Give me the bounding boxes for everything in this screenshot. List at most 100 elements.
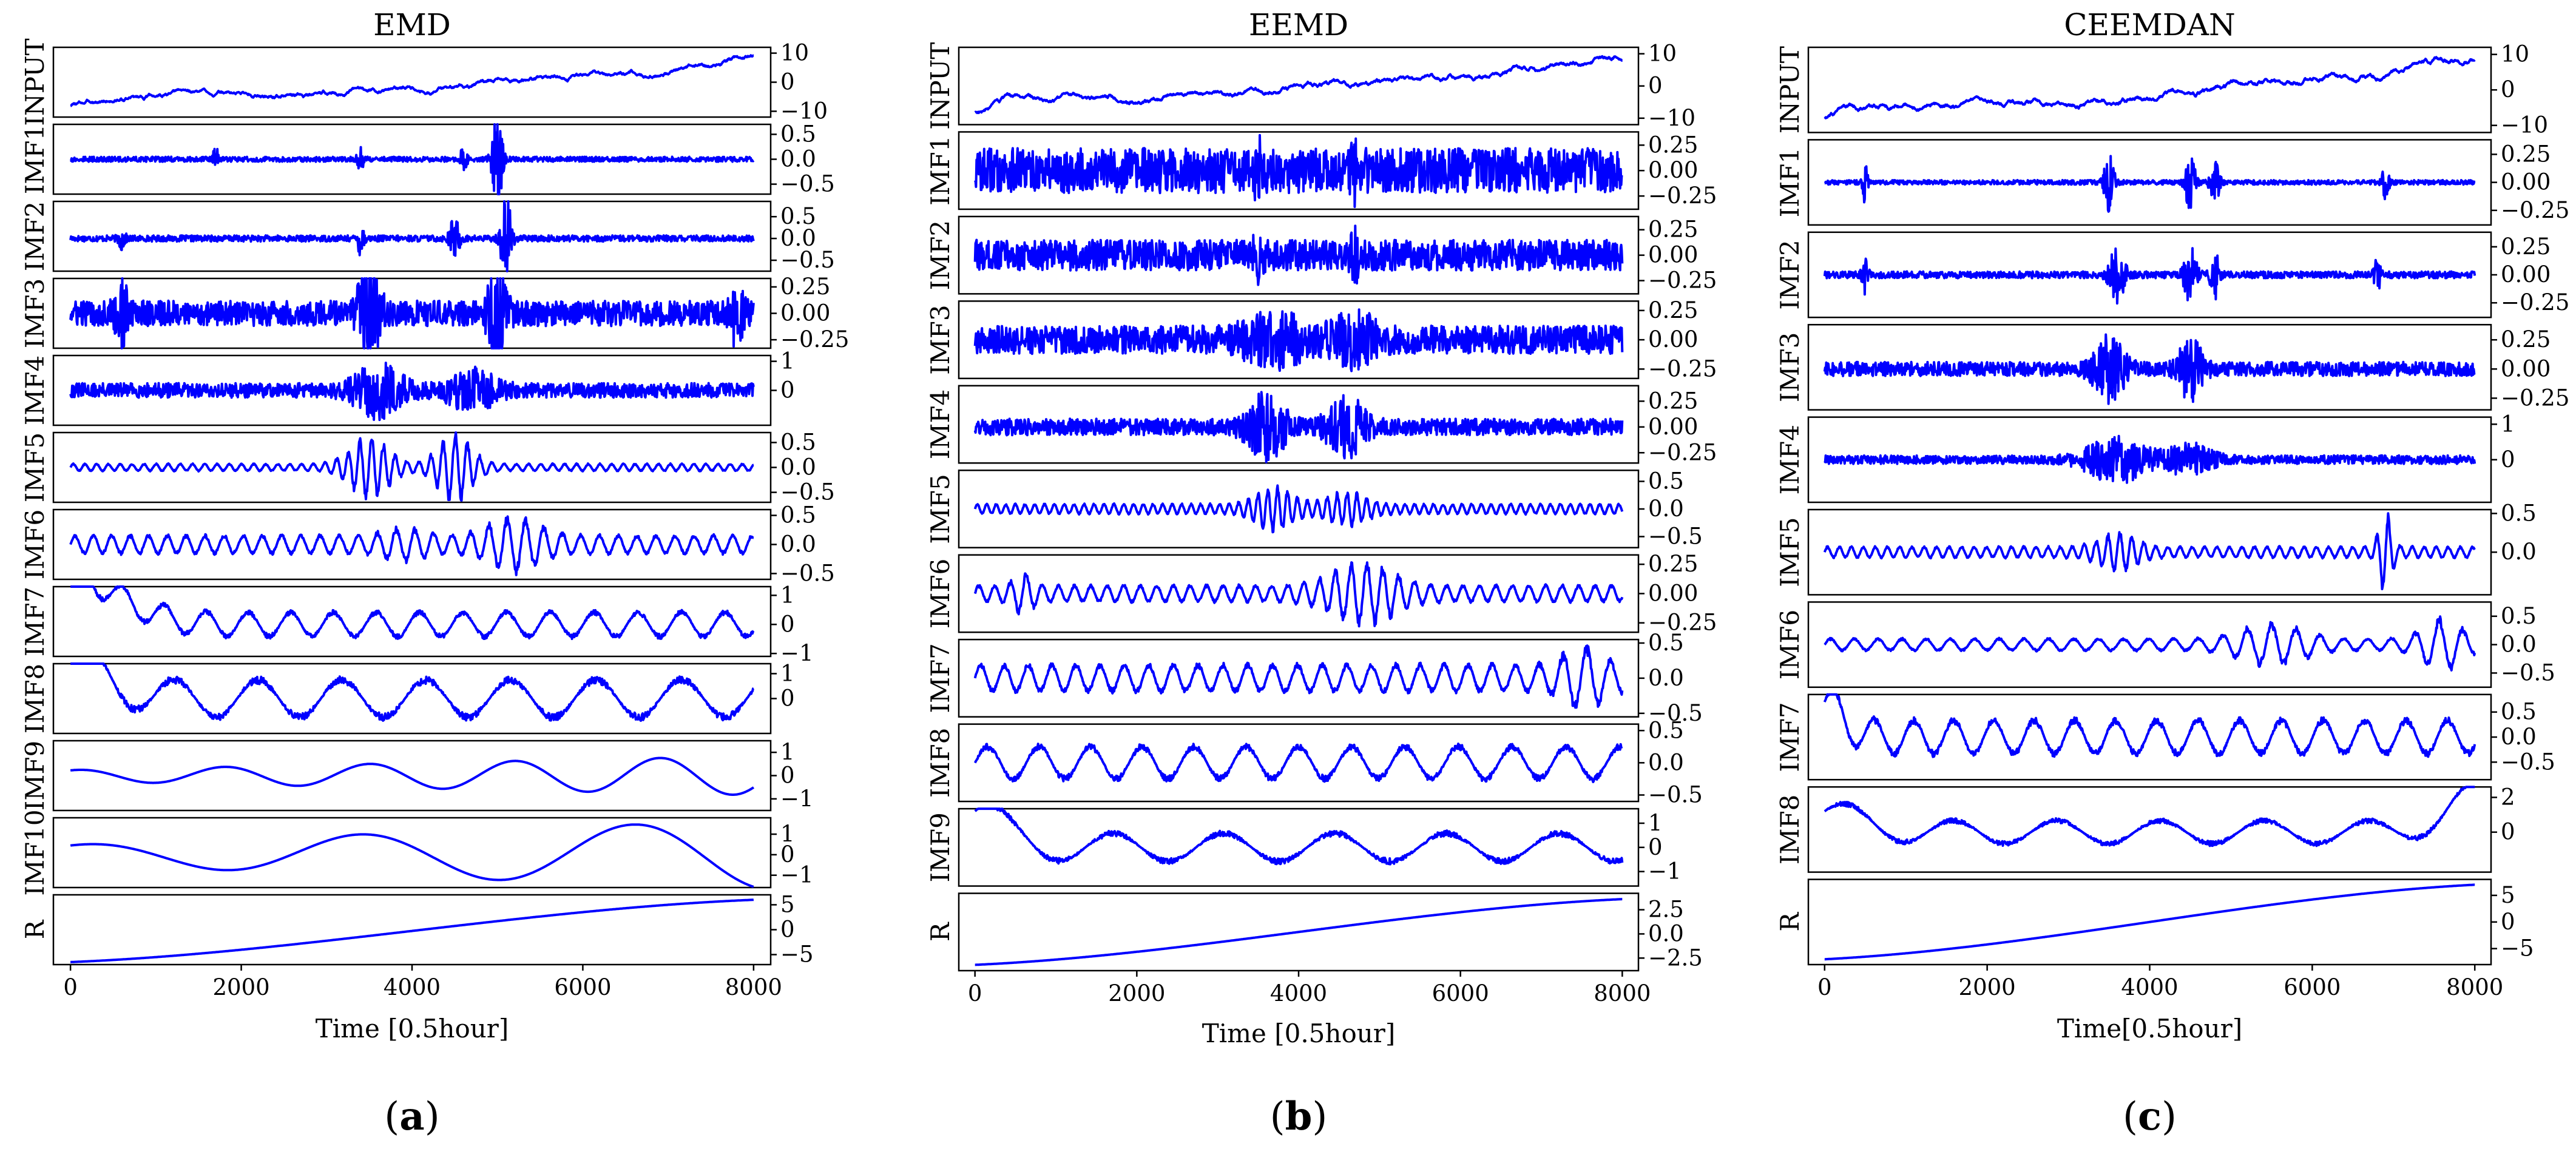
y-axis-label: INPUT — [20, 38, 50, 126]
series-line-imf7 — [973, 644, 1624, 709]
y-tick-label: −10 — [1648, 105, 1695, 131]
y-tick-label: 0.5 — [780, 203, 816, 229]
subplot-frame — [52, 662, 772, 735]
subplot-frame — [958, 807, 1640, 887]
y-axis-label: IMF4 — [20, 355, 50, 425]
subplot-frame — [52, 740, 772, 812]
series-line-r — [974, 898, 1623, 966]
y-tick-label: 0.25 — [780, 274, 830, 300]
y-tick-label: 0.00 — [2501, 169, 2551, 195]
y-tick-label: 0 — [2501, 909, 2515, 935]
y-tick-label: 2 — [2501, 784, 2515, 810]
x-tick-label: 0 — [968, 980, 982, 1006]
y-tick-label: 5 — [780, 891, 795, 917]
series-line-r — [1824, 883, 2476, 961]
y-tick-label: 0.00 — [780, 300, 830, 326]
subplot-frame — [1807, 46, 2492, 133]
series-line-imf5 — [1823, 512, 2476, 590]
y-tick-label: 0.0 — [1648, 496, 1684, 522]
y-tick-label: 0 — [780, 917, 795, 943]
y-tick-label: 0.5 — [1648, 630, 1684, 656]
y-tick-label: 0.0 — [780, 531, 816, 558]
series-line-imf8 — [1824, 786, 2476, 847]
y-tick-label: −1 — [780, 862, 814, 888]
subplot-imf3: IMF3 0.25 0.00 −0.25 — [1775, 323, 2569, 411]
y-tick-label: 0.00 — [2501, 261, 2551, 288]
y-tick-label: 0.0 — [1648, 665, 1684, 691]
y-tick-label: 0.25 — [1648, 217, 1698, 243]
y-tick-label: 0 — [780, 611, 795, 637]
subplot-frame — [958, 638, 1640, 718]
subplot-r: R 2.50.0−2.5 0 2000 4000 6000 8000 — [925, 892, 1703, 1006]
x-tick-label: 6000 — [554, 974, 611, 1000]
series-line-imf5 — [69, 431, 754, 502]
subplot-imf8: IMF8 0.5 0.0 −0.5 — [925, 717, 1703, 807]
subplot-frame — [52, 508, 772, 581]
y-tick-label: −2.5 — [1648, 945, 1703, 971]
y-axis-label: IMF6 — [1775, 610, 1805, 679]
y-tick-label: 0.5 — [1648, 717, 1684, 743]
y-axis-label: R — [20, 919, 50, 939]
y-tick-label: −5 — [780, 942, 814, 968]
subplot-frame — [52, 431, 772, 504]
y-tick-label: 0.5 — [2501, 603, 2537, 629]
subplot-imf7: IMF7 0.5 0.0 −0.5 — [925, 630, 1703, 726]
series-line-imf2 — [1823, 247, 2476, 305]
y-tick-label: 0.0 — [780, 146, 816, 172]
series-line-imf8 — [973, 743, 1623, 783]
y-tick-label: 0.00 — [1648, 414, 1698, 440]
series-line-imf9 — [974, 807, 1624, 866]
x-tick-label: 8000 — [725, 974, 782, 1000]
subplot-input: INPUT 10 0 −10 — [925, 41, 1695, 131]
y-axis-label: IMF8 — [20, 664, 50, 733]
y-axis-label: IMF2 — [1775, 240, 1805, 309]
subplot-r: R50−50 2000 4000 6000 8000 — [20, 891, 814, 1000]
y-tick-label: 0.00 — [1648, 580, 1698, 606]
y-axis-label: IMF8 — [1775, 795, 1805, 864]
y-axis-label: IMF6 — [20, 510, 50, 579]
y-axis-label: IMF10 — [20, 809, 50, 895]
series-line-imf1 — [973, 133, 1623, 208]
y-tick-label: 0 — [780, 69, 795, 95]
y-tick-label: 0.25 — [2501, 326, 2551, 352]
y-tick-label: 1 — [780, 582, 795, 608]
x-tick-label: 0 — [63, 974, 78, 1000]
y-tick-label: 2.5 — [1648, 897, 1684, 923]
y-tick-label: 0.0 — [780, 225, 816, 251]
x-tick-label: 8000 — [2446, 974, 2503, 1000]
y-tick-label: 0.25 — [2501, 141, 2551, 167]
y-tick-label: −0.5 — [1648, 524, 1703, 550]
y-axis-label: IMF4 — [1775, 425, 1805, 494]
x-tick-label: 2000 — [1108, 980, 1165, 1006]
subplot-imf10: IMF10 10−1 — [20, 809, 814, 895]
y-tick-label: 0.25 — [1648, 297, 1698, 323]
y-tick-label: 0.0 — [2501, 632, 2537, 658]
subplot-frame — [1807, 693, 2492, 781]
x-tick-label: 4000 — [1270, 980, 1327, 1006]
subplot-imf1: IMF1 0.250.00−0.25 — [925, 131, 1717, 211]
subplot-input: INPUT 10 0 −10 — [20, 38, 828, 126]
subplot-imf2: IMF2 0.50.0−0.5 — [20, 200, 835, 273]
subplot-imf5: IMF5 0.50.0−0.5 — [925, 468, 1703, 549]
series-line-imf1 — [70, 123, 755, 195]
subplot-r: R50−50 2000 4000 6000 8000 — [1775, 878, 2534, 1000]
series-line-imf2 — [69, 200, 755, 272]
series-line-imf7 — [70, 585, 755, 641]
subplot-imf4: IMF4 1 0 — [20, 348, 795, 426]
y-axis-label: IMF3 — [925, 305, 955, 374]
subplot-frame — [958, 723, 1640, 803]
y-tick-label: 0.5 — [2501, 500, 2537, 526]
series-line-imf3 — [69, 277, 755, 349]
subplot-imf5: IMF5 0.50.0−0.5 — [20, 429, 835, 505]
series-line-imf6 — [1824, 615, 2476, 672]
y-tick-label: 0.5 — [1648, 468, 1684, 494]
subplot-imf9: IMF9 10−1 — [20, 739, 814, 812]
y-axis-label: IMF1 — [925, 135, 955, 205]
subplot-input: INPUT 10 0 −10 — [1775, 41, 2548, 138]
subplot-imf8: IMF8 2 0 — [1775, 784, 2515, 873]
y-tick-label: −0.5 — [1648, 700, 1703, 726]
y-tick-label: −1 — [780, 640, 814, 666]
panel-caption: (c) — [2123, 1094, 2177, 1139]
y-tick-label: −0.5 — [780, 479, 835, 505]
